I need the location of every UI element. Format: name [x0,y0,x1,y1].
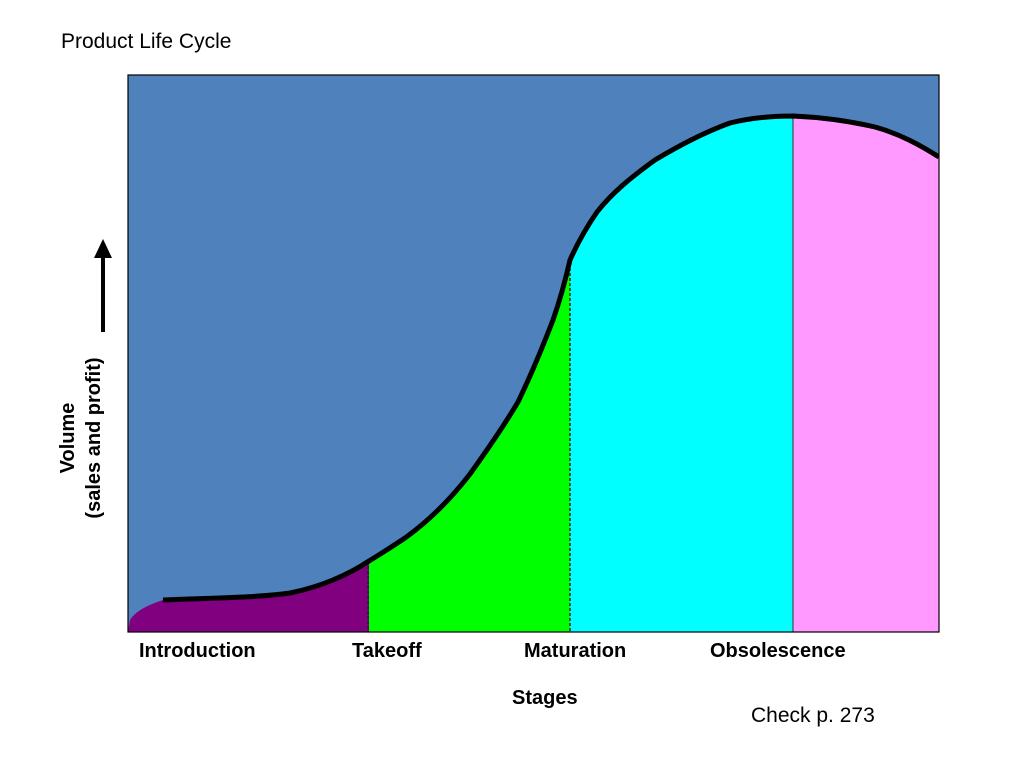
slide-title: Product Life Cycle [61,30,232,53]
stage-label-maturation: Maturation [524,640,627,662]
stage-label-takeoff: Takeoff [352,640,422,662]
x-axis-title: Stages [512,687,578,709]
y-axis-label: Volume (sales and profit) [55,357,107,518]
stage-label-introduction: Introduction [139,640,256,662]
y-axis-label-line2: (sales and profit) [83,357,105,519]
y-axis-label-line1: Volume [57,402,79,474]
stage-label-obsolescence: Obsolescence [710,640,846,662]
up-arrow-icon [94,239,112,332]
maturation-region [570,116,793,632]
life-cycle-curve [162,113,939,603]
page-reference-note: Check p. 273 [751,704,875,727]
introduction-region [128,561,369,632]
plot-border [127,74,940,633]
obsolescence-region [793,116,939,632]
takeoff-region [369,260,570,632]
